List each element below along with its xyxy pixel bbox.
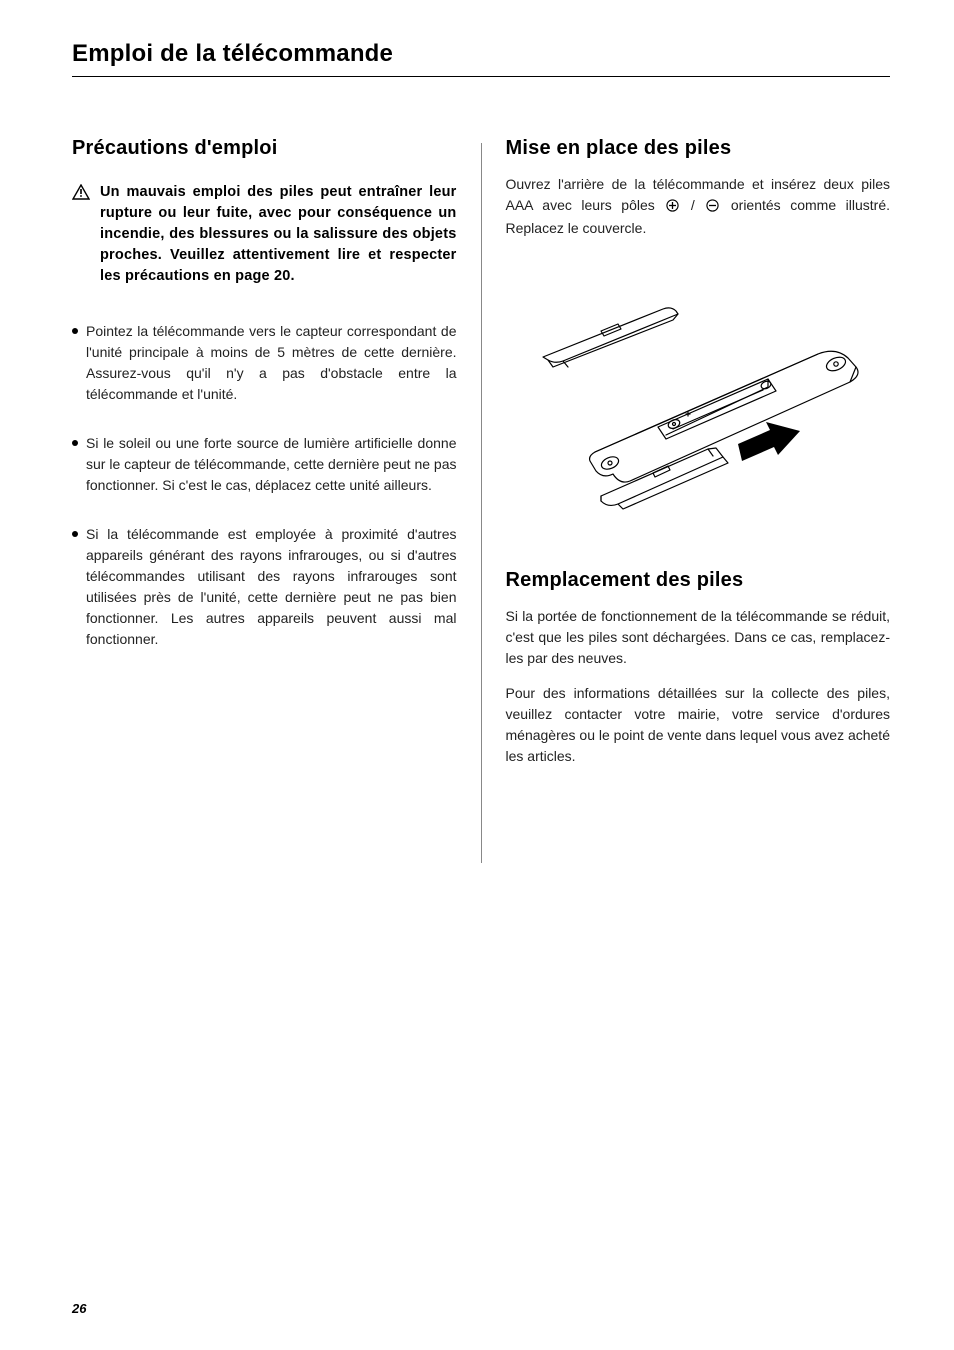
two-column-layout: Précautions d'emploi Un mauvais emploi d…: [72, 137, 890, 863]
bullet-item: Pointez la télécommande vers le capteur …: [72, 321, 457, 405]
replace-batteries-para1: Si la portée de fonctionnement de la tél…: [506, 606, 891, 669]
warning-block: Un mauvais emploi des piles peut entraîn…: [72, 182, 457, 287]
page-number: 26: [72, 1301, 86, 1316]
right-column: Mise en place des piles Ouvrez l'arrière…: [482, 137, 891, 863]
title-rule: [72, 76, 890, 77]
bullet-item: Si la télécommande est employée à proxim…: [72, 524, 457, 650]
left-column: Précautions d'emploi Un mauvais emploi d…: [72, 137, 481, 863]
precautions-heading: Précautions d'emploi: [72, 137, 457, 160]
battery-illustration: [506, 259, 891, 519]
precaution-bullets: Pointez la télécommande vers le capteur …: [72, 321, 457, 650]
warning-icon: [72, 184, 90, 287]
replace-batteries-para2: Pour des informations détaillées sur la …: [506, 683, 891, 767]
bullet-item: Si le soleil ou une forte source de lumi…: [72, 433, 457, 496]
install-batteries-text: Ouvrez l'arrière de la télécommande et i…: [506, 174, 891, 239]
text-part: /: [681, 197, 704, 213]
warning-text: Un mauvais emploi des piles peut entraîn…: [100, 182, 457, 287]
minus-pole-icon: [706, 199, 719, 215]
replace-batteries-heading: Remplacement des piles: [506, 569, 891, 592]
plus-pole-icon: [666, 199, 679, 215]
install-batteries-heading: Mise en place des piles: [506, 137, 891, 160]
page-title: Emploi de la télécommande: [72, 40, 890, 68]
